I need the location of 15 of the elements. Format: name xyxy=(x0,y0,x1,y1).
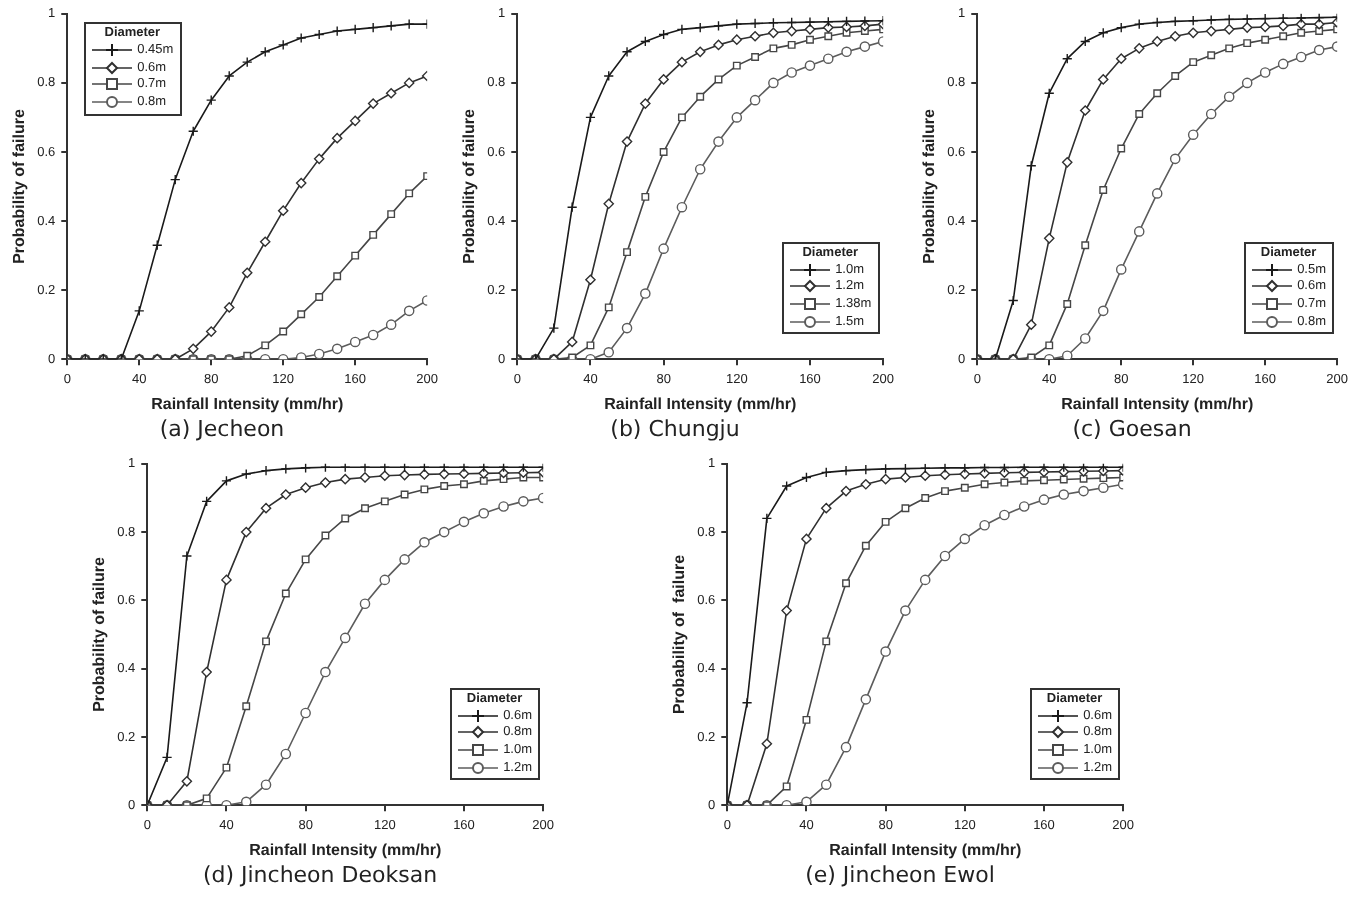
y-axis-title: Probability of failure xyxy=(670,553,689,715)
y-axis-title: Probability of failure xyxy=(10,108,29,264)
text: (b) Chungju xyxy=(608,416,742,442)
text: (d) Jincheon Deoksan xyxy=(200,862,440,888)
x-axis-title: Rainfall Intensity (mm/hr) xyxy=(604,394,797,413)
text: (c) Goesan xyxy=(1070,416,1194,442)
text: (e) Jincheon Ewol xyxy=(803,862,997,888)
x-axis-title: Rainfall Intensity (mm/hr) xyxy=(829,840,1022,859)
text: (a) Jecheon xyxy=(157,416,287,442)
y-axis-title: Probability of failure xyxy=(90,556,109,712)
x-axis-title: Rainfall Intensity (mm/hr) xyxy=(1061,394,1254,413)
x-axis-title: Rainfall Intensity (mm/hr) xyxy=(151,394,344,413)
x-axis-title: Rainfall Intensity (mm/hr) xyxy=(249,840,442,859)
y-axis-title: Probability of failure xyxy=(920,108,939,264)
y-axis-title: Probability of failure xyxy=(460,108,479,264)
